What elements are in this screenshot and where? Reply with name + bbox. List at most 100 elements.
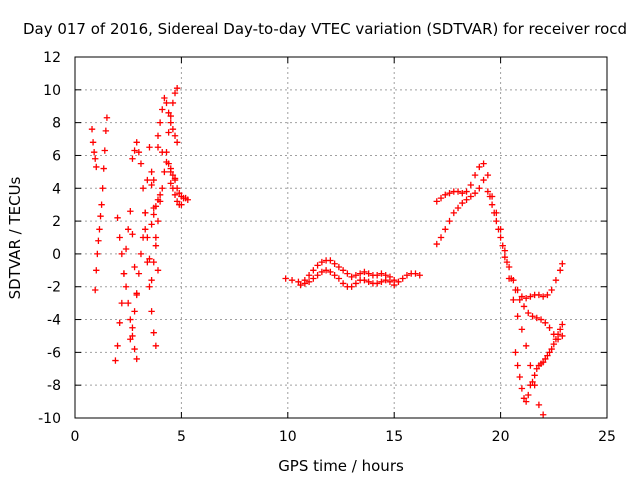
data-point [476, 185, 483, 192]
series-track-m [165, 160, 191, 203]
x-tick-label: 5 [177, 429, 186, 445]
data-point [150, 176, 157, 184]
data-point [167, 119, 174, 126]
data-point [133, 139, 140, 146]
y-tick-label: -10 [38, 411, 61, 427]
data-point [552, 276, 560, 284]
data-point [480, 176, 487, 184]
data-point [93, 267, 100, 274]
data-point [488, 201, 496, 208]
data-point [120, 270, 128, 277]
data-point [89, 139, 97, 146]
data-point [169, 99, 177, 107]
data-point [314, 262, 321, 269]
data-point [163, 99, 170, 107]
data-point [90, 148, 98, 156]
data-point [548, 345, 555, 353]
data-point [537, 316, 545, 323]
data-point [493, 217, 500, 225]
series-track-d [114, 214, 140, 363]
data-point [339, 267, 347, 274]
chart-title: Day 017 of 2016, Sidereal Day-to-day VTE… [23, 20, 627, 38]
data-point [522, 295, 530, 302]
data-point [446, 189, 453, 197]
data-point [356, 270, 364, 277]
data-point [373, 280, 381, 287]
data-point [454, 204, 462, 212]
data-point [137, 160, 145, 167]
data-point [542, 355, 549, 363]
data-point [127, 336, 134, 343]
y-tick-label: 8 [52, 116, 61, 132]
data-point [144, 234, 151, 241]
data-point [505, 263, 513, 271]
data-point [314, 272, 321, 279]
data-point [512, 286, 519, 294]
data-point [116, 319, 123, 327]
data-point [92, 155, 99, 162]
data-point [122, 245, 130, 253]
data-point [501, 247, 509, 254]
y-tick-label: -4 [47, 313, 61, 329]
data-point [135, 270, 143, 277]
data-point [518, 385, 526, 392]
data-point [550, 340, 557, 348]
data-point [146, 283, 153, 290]
x-tick-label: 0 [71, 429, 80, 445]
series-track-l [154, 144, 179, 182]
data-point [352, 280, 360, 287]
data-point [169, 126, 177, 133]
data-point [365, 278, 372, 286]
data-point [525, 391, 532, 399]
data-point [559, 332, 566, 340]
data-point [539, 293, 547, 300]
axis-ticks: 0 5 10 15 20 25 -10 -8 -6 -4 -2 0 2 4 6 8 10 12 [38, 50, 616, 445]
data-point [133, 290, 140, 297]
series-track-h [148, 191, 164, 228]
data-point [131, 308, 138, 315]
y-tick-label: 0 [52, 247, 61, 263]
series-track-s [486, 193, 566, 343]
data-point [331, 260, 338, 267]
data-point [148, 181, 155, 189]
data-point [165, 160, 172, 167]
data-point [301, 280, 309, 287]
data-point [386, 278, 394, 286]
series-track-t [512, 321, 566, 405]
data-point [546, 324, 553, 331]
data-point [169, 185, 177, 192]
series-track-q [433, 176, 547, 418]
data-point [437, 194, 445, 202]
data-point [518, 326, 526, 333]
data-point [516, 296, 523, 304]
data-point [399, 275, 406, 282]
data-point [305, 278, 313, 286]
data-point [97, 212, 104, 220]
data-point [348, 283, 355, 290]
series-track-k [154, 94, 181, 146]
data-point [442, 191, 449, 199]
data-point [542, 319, 549, 327]
data-point [114, 342, 121, 349]
data-point [467, 193, 475, 200]
data-point [133, 355, 140, 363]
data-point [446, 217, 453, 225]
data-point [471, 171, 479, 179]
series-track-e [127, 144, 162, 343]
data-point [150, 211, 157, 218]
data-point [403, 272, 411, 279]
data-point [150, 258, 157, 266]
data-point [395, 278, 402, 286]
data-point [391, 281, 398, 289]
data-point [552, 336, 560, 343]
data-point [152, 342, 160, 349]
data-point [459, 199, 466, 207]
data-point [98, 201, 105, 208]
data-point [437, 234, 445, 241]
x-tick-label: 15 [385, 429, 403, 445]
data-point [127, 316, 134, 323]
data-point [361, 268, 368, 276]
data-point [165, 109, 172, 116]
data-point [142, 226, 149, 233]
